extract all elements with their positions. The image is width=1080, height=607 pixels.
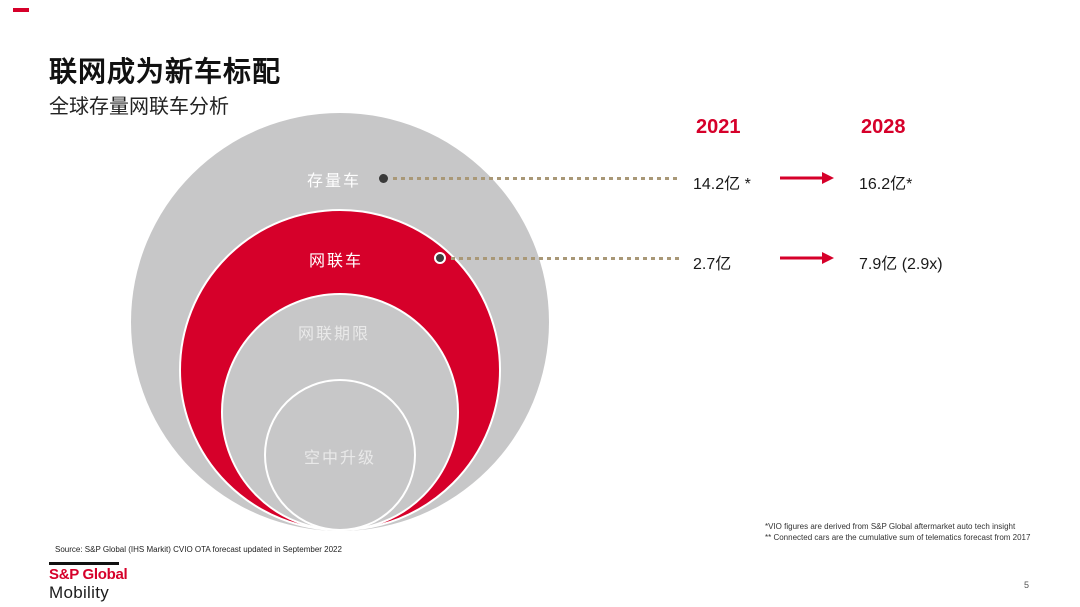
value-vio-2028: 16.2亿* [859,176,913,193]
logo-division-name: Mobility [49,583,110,602]
year-header-2021: 2021 [696,116,741,138]
leader-dot-icon [434,252,446,264]
logo-brand-name: S&P Global [49,566,128,583]
corner-accent-dash [13,8,29,12]
page-subtitle: 全球存量网联车分析 [49,96,229,118]
right-arrow-icon [780,172,834,184]
ring-label-connected-cars: 网联车 [308,253,364,270]
source-note: Source: S&P Global (IHS Markit) CVIO OTA… [55,545,342,554]
value-connected-2021: 2.7亿 [693,256,732,273]
leader-dot-icon [379,174,388,183]
ring-label-ota-upgrade: 空中升级 [303,450,377,467]
value-vio-2021: 14.2亿 * [693,176,751,193]
ring-ota-upgrade [264,379,416,531]
leader-dashed-line [393,177,681,180]
page-title: 联网成为新车标配 [49,56,282,87]
brand-logo: S&P Global Mobility [49,562,128,603]
logo-rule [49,562,119,565]
ring-label-connected-tenure: 网联期限 [297,326,371,343]
year-header-2028: 2028 [861,116,906,138]
right-arrow-icon [780,252,834,264]
footnotes: *VIO figures are derived from S&P Global… [765,521,1030,543]
ring-label-vehicles-in-operation: 存量车 [306,173,362,190]
footnote-connected: ** Connected cars are the cumulative sum… [765,533,1031,542]
leader-dashed-line [451,257,681,260]
value-connected-2028: 7.9亿 (2.9x) [859,256,943,273]
page-number: 5 [1024,580,1030,590]
footnote-vio: *VIO figures are derived from S&P Global… [765,522,1016,531]
